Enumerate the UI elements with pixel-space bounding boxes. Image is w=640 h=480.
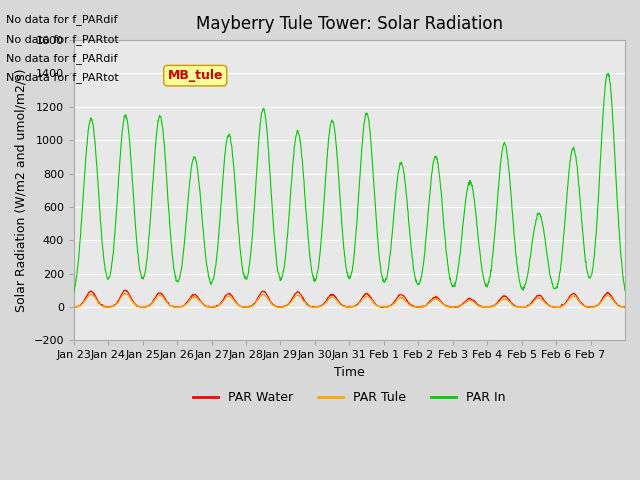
Text: No data for f_PARtot: No data for f_PARtot [6, 34, 119, 45]
Text: No data for f_PARdif: No data for f_PARdif [6, 53, 118, 64]
Text: No data for f_PARdif: No data for f_PARdif [6, 14, 118, 25]
Text: MB_tule: MB_tule [168, 69, 223, 82]
Legend: PAR Water, PAR Tule, PAR In: PAR Water, PAR Tule, PAR In [188, 386, 511, 409]
Y-axis label: Solar Radiation (W/m2 and umol/m2/s): Solar Radiation (W/m2 and umol/m2/s) [15, 69, 28, 312]
Text: No data for f_PARtot: No data for f_PARtot [6, 72, 119, 83]
Title: Mayberry Tule Tower: Solar Radiation: Mayberry Tule Tower: Solar Radiation [196, 15, 503, 33]
X-axis label: Time: Time [334, 366, 365, 379]
